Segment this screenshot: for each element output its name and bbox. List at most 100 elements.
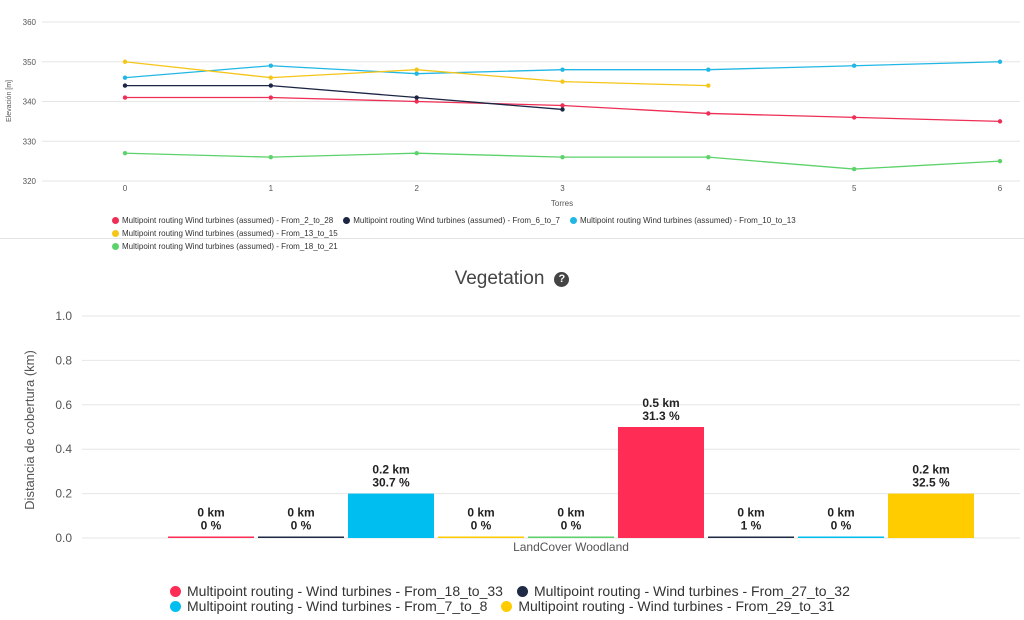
bar-3 xyxy=(348,493,434,538)
bar-6 xyxy=(618,427,704,538)
x-tick-label: 4 xyxy=(706,184,711,193)
legend-label: Multipoint routing Wind turbines (assume… xyxy=(579,216,796,225)
data-point xyxy=(560,67,565,72)
y-tick-label: 0.4 xyxy=(55,442,72,456)
bar-percent-label: 31.3 % xyxy=(642,409,680,423)
y-axis-label: Distancia de cobertura (km) xyxy=(22,350,37,510)
chart-title-text: Vegetation xyxy=(454,268,545,289)
legend-label: Multipoint routing Wind turbines (assume… xyxy=(122,216,334,225)
legend-item[interactable]: Multipoint routing Wind turbines (assume… xyxy=(343,214,560,227)
x-tick-label: 3 xyxy=(560,184,565,193)
data-point xyxy=(997,119,1003,124)
data-point xyxy=(706,154,711,160)
bar-8 xyxy=(798,536,884,538)
bar-1 xyxy=(168,536,254,538)
legend-label: Multipoint routing Wind turbines (assume… xyxy=(122,229,338,238)
x-tick-label: 0 xyxy=(123,184,128,193)
data-point xyxy=(997,158,1003,164)
legend-marker-icon xyxy=(516,586,528,597)
y-axis-label: Elevación [m] xyxy=(6,80,13,122)
data-point xyxy=(414,99,419,104)
bar-value-label: 0 km xyxy=(287,506,314,520)
y-tick-label: 340 xyxy=(23,98,37,107)
y-tick-label: 1.0 xyxy=(55,309,72,323)
bar-value-label: 0.5 km xyxy=(642,396,679,410)
bar-percent-label: 0 % xyxy=(831,519,852,533)
bar-percent-label: 0 % xyxy=(291,519,312,533)
bar-value-label: 0 km xyxy=(827,506,854,520)
legend-marker-icon xyxy=(343,217,351,224)
data-point xyxy=(851,166,857,172)
legend-item[interactable]: Multipoint routing - Wind turbines - Fro… xyxy=(501,599,834,614)
legend-item[interactable]: Multipoint routing - Wind turbines - Fro… xyxy=(170,599,487,614)
bar-value-label: 0.2 km xyxy=(372,463,409,477)
legend-item[interactable]: Multipoint routing Wind turbines (assume… xyxy=(112,240,338,253)
elevation-chart: 320 330 340 350 360 0 1 2 3 4 5 6 Torres Elevación [m… xyxy=(6,18,1020,208)
data-point xyxy=(414,67,419,72)
data-point xyxy=(122,83,128,88)
legend-marker-icon xyxy=(112,230,119,237)
bar-5 xyxy=(528,536,614,538)
bar-value-label: 0 km xyxy=(197,506,224,520)
y-tick-label: 0.0 xyxy=(55,531,72,545)
bar-2 xyxy=(258,536,344,538)
bar-percent-label: 0 % xyxy=(201,519,222,533)
legend-item[interactable]: Multipoint routing - Wind turbines - Fro… xyxy=(170,584,503,599)
bar-percent-label: 0 % xyxy=(471,519,492,533)
legend-marker-icon xyxy=(501,601,513,612)
legend-marker-icon xyxy=(170,601,181,612)
legend-marker-icon xyxy=(569,217,577,224)
legend-label: Multipoint routing - Wind turbines - Fro… xyxy=(187,583,503,599)
legend-item[interactable]: Multipoint routing Wind turbines (assume… xyxy=(112,214,333,227)
legend-marker-icon xyxy=(112,217,119,224)
elevation-chart-panel: 320 330 340 350 360 0 1 2 3 4 5 6 Torres Elevación [m… xyxy=(0,0,1024,251)
data-point xyxy=(268,154,274,160)
data-point xyxy=(268,75,274,80)
data-point xyxy=(414,71,419,76)
legend-label: Multipoint routing Wind turbines (assume… xyxy=(122,242,338,251)
data-point xyxy=(560,154,565,160)
x-tick-label: 6 xyxy=(998,184,1003,193)
y-tick-label: 320 xyxy=(23,177,37,186)
data-point xyxy=(122,95,128,100)
bar-value-label: 0 km xyxy=(557,506,584,520)
vegetation-chart: 0.0 0.2 0.4 0.6 0.8 1.0 Distancia de cobertura… xyxy=(22,309,1020,554)
x-tick-label: 1 xyxy=(269,184,274,193)
y-tick-label: 0.6 xyxy=(55,398,72,412)
legend-marker-icon xyxy=(170,586,181,597)
y-tick-label: 0.8 xyxy=(55,353,72,367)
data-point xyxy=(560,79,565,84)
x-tick-label: 5 xyxy=(852,184,857,193)
legend-item[interactable]: Multipoint routing Wind turbines (assume… xyxy=(112,227,338,240)
bar-percent-label: 30.7 % xyxy=(372,476,410,490)
data-point xyxy=(706,83,711,88)
y-tick-label: 330 xyxy=(23,137,37,146)
data-point xyxy=(268,95,274,100)
data-point xyxy=(851,115,857,120)
bar-7 xyxy=(708,536,794,538)
bar-percent-label: 0 % xyxy=(561,519,582,533)
x-axis-label: Torres xyxy=(551,199,573,208)
legend-label: Multipoint routing - Wind turbines - Fro… xyxy=(518,598,835,614)
legend-item[interactable]: Multipoint routing - Wind turbines - Fro… xyxy=(516,583,850,599)
panel-divider xyxy=(0,238,1024,239)
y-tick-label: 350 xyxy=(23,58,37,67)
x-tick-label: 2 xyxy=(414,184,419,193)
legend-item[interactable]: Multipoint routing Wind turbines (assume… xyxy=(569,214,796,227)
help-circle-icon[interactable]: ? xyxy=(554,272,570,287)
bar-4 xyxy=(438,536,524,538)
data-point xyxy=(414,95,419,100)
series-line-2 xyxy=(125,84,563,111)
chart-title: Vegetation? xyxy=(0,268,1024,290)
vegetation-chart-panel: Vegetation? 0.0 0.2 0.4 0.6 0.8 1.0 Distancia … xyxy=(0,258,1024,620)
data-point xyxy=(706,111,711,116)
data-point xyxy=(706,67,711,72)
y-tick-label: 0.2 xyxy=(55,487,72,501)
data-point xyxy=(560,107,565,112)
legend-marker-icon xyxy=(112,243,119,250)
legend-label: Multipoint routing - Wind turbines - Fro… xyxy=(533,583,850,599)
elevation-legend: Multipoint routing Wind turbines (assume… xyxy=(112,214,1012,253)
bar-percent-label: 32.5 % xyxy=(912,476,950,490)
legend-label: Multipoint routing - Wind turbines - Fro… xyxy=(187,598,488,614)
data-point xyxy=(122,59,128,64)
